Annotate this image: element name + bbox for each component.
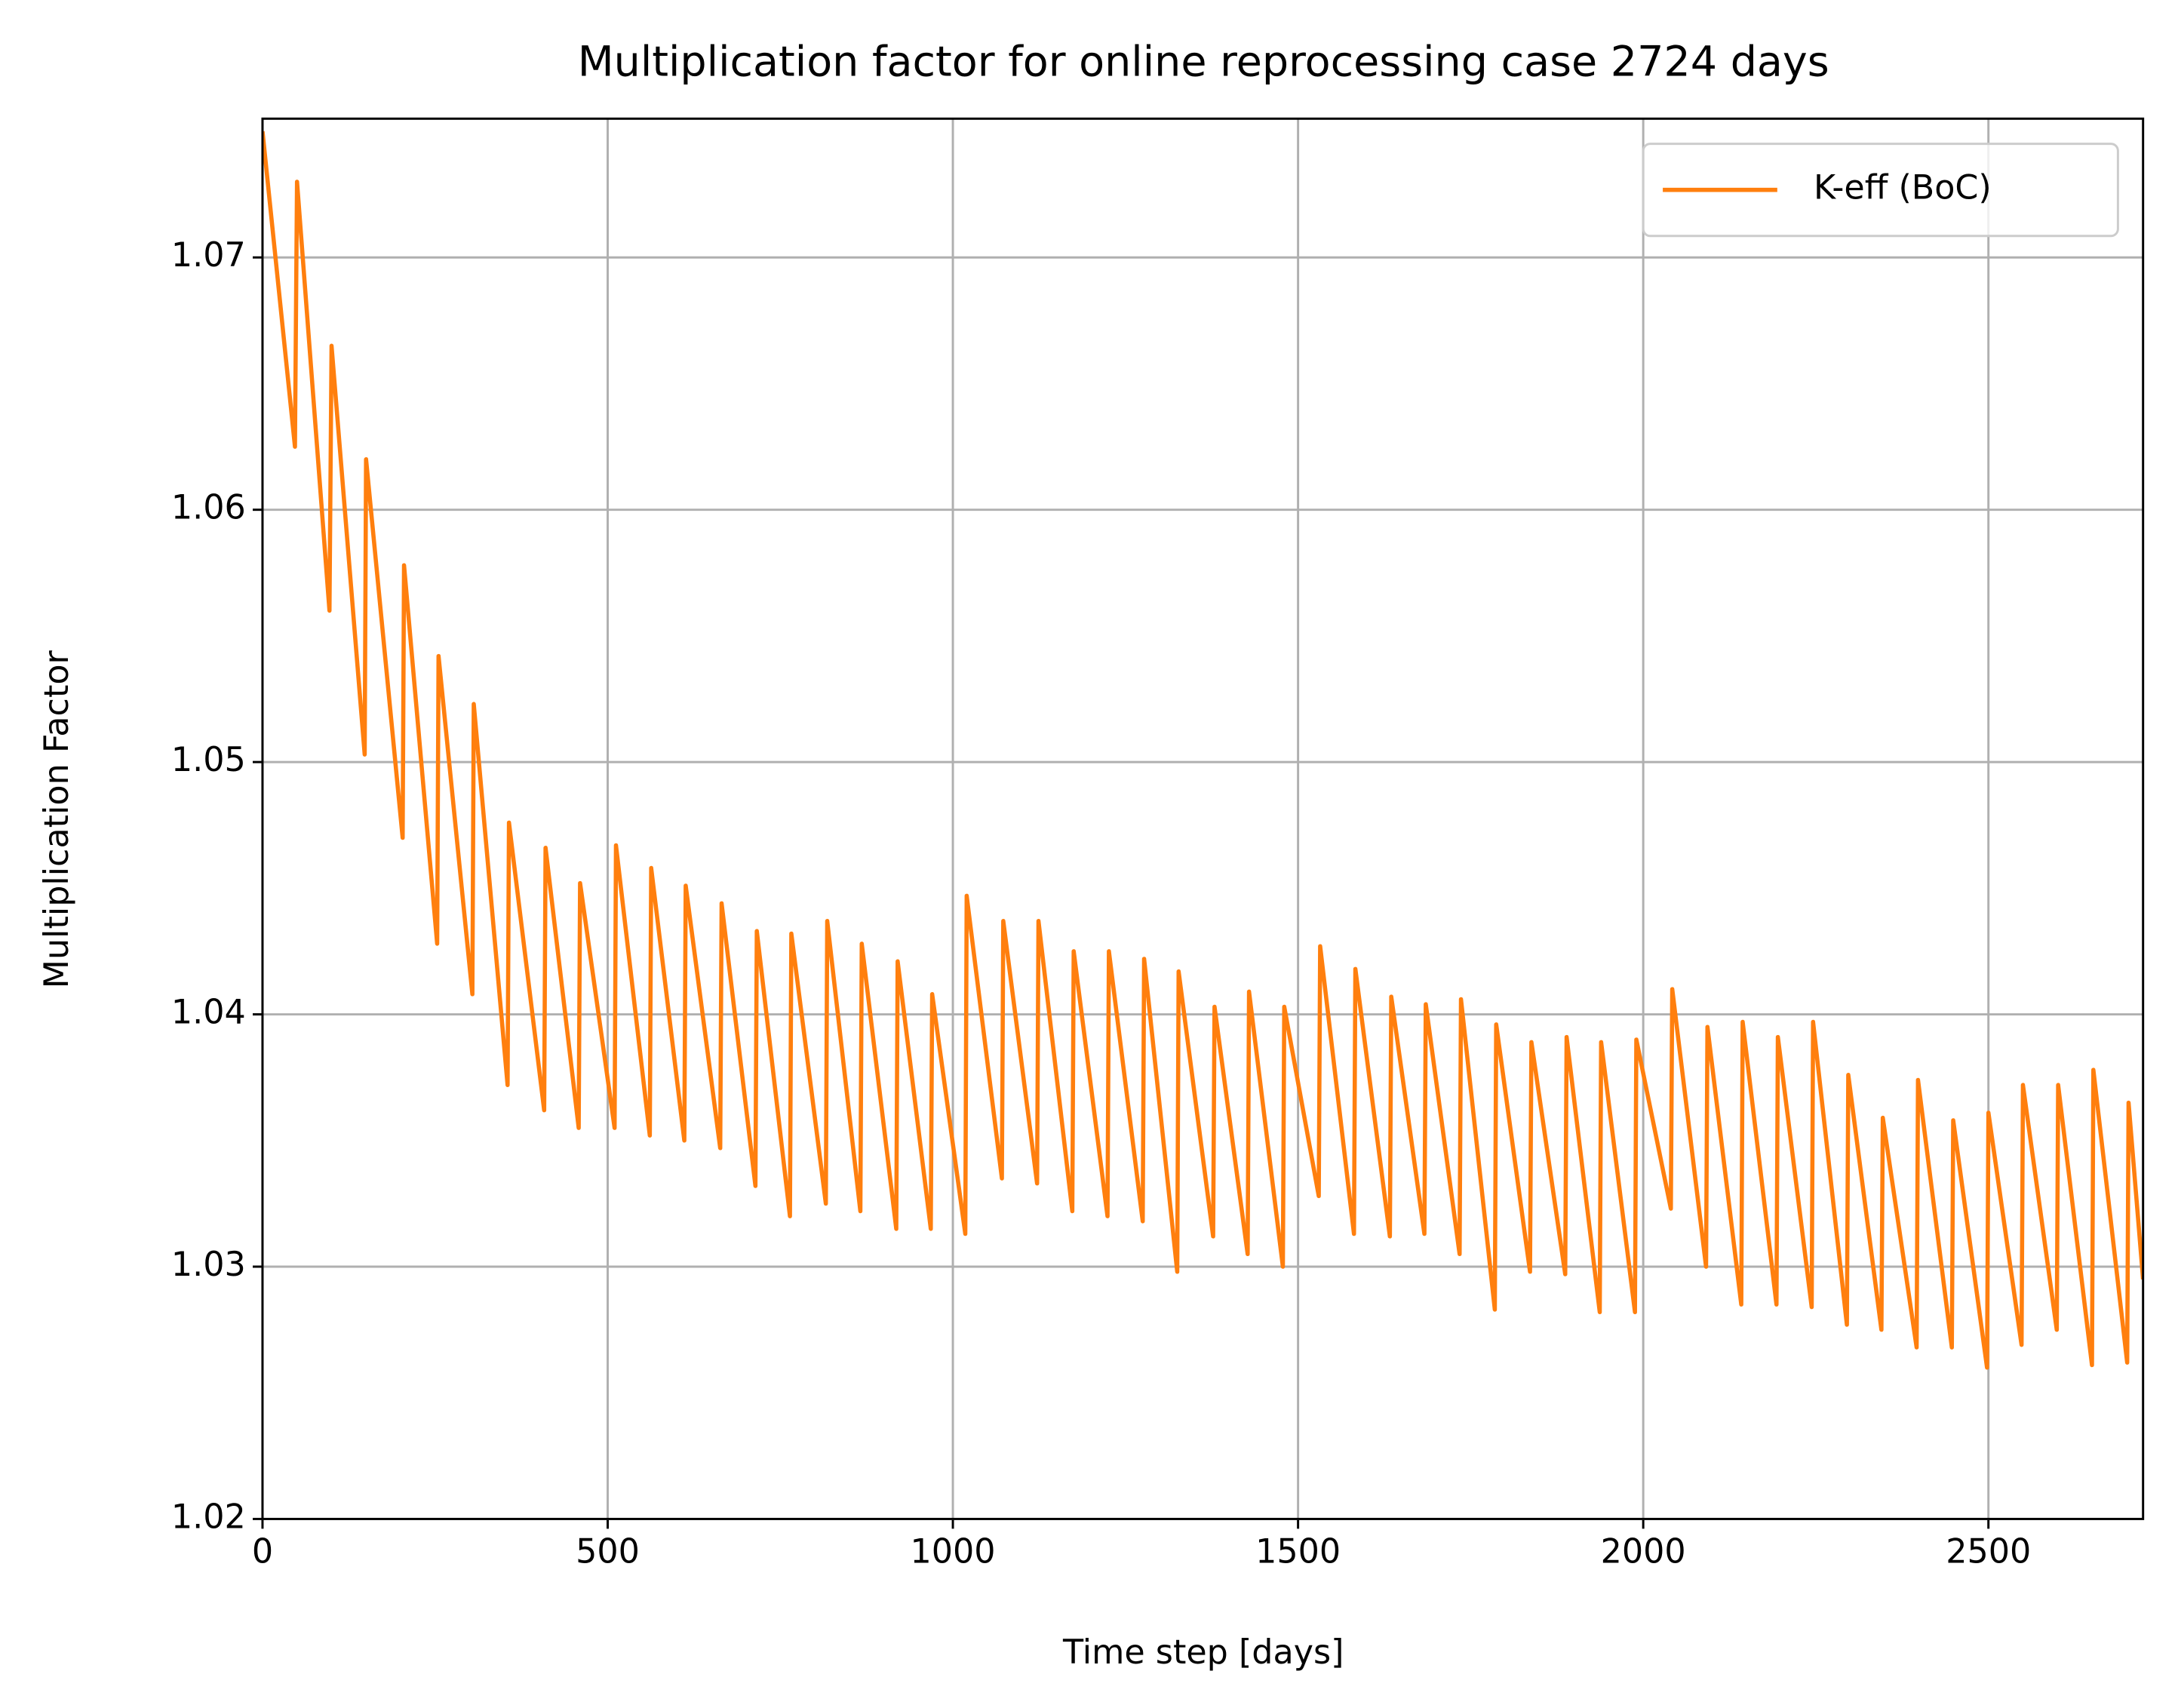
y-axis-label: Multiplication Factor — [38, 650, 76, 988]
legend-label: K-eff (BoC) — [1814, 169, 1992, 207]
y-tick-label: 1.02 — [171, 1498, 246, 1536]
data-line — [262, 131, 2143, 1370]
legend-box — [1642, 143, 2119, 238]
x-tick-label: 1500 — [1255, 1533, 1341, 1571]
y-tick-label: 1.07 — [171, 236, 246, 275]
y-tick-label: 1.03 — [171, 1246, 246, 1284]
chart-title: Multiplication factor for online reproce… — [578, 37, 1829, 86]
y-tick-label: 1.05 — [171, 741, 246, 779]
x-axis-label: Time step [days] — [1062, 1633, 1344, 1672]
x-tick-label: 0 — [252, 1533, 273, 1571]
plot-frame — [261, 117, 2145, 1520]
x-tick-label: 1000 — [911, 1533, 996, 1571]
x-tick-label: 2000 — [1601, 1533, 1686, 1571]
y-tick-label: 1.04 — [171, 994, 246, 1032]
x-tick-label: 2500 — [1946, 1533, 2031, 1571]
y-tick-label: 1.06 — [171, 489, 246, 527]
x-tick-label: 500 — [576, 1533, 640, 1571]
